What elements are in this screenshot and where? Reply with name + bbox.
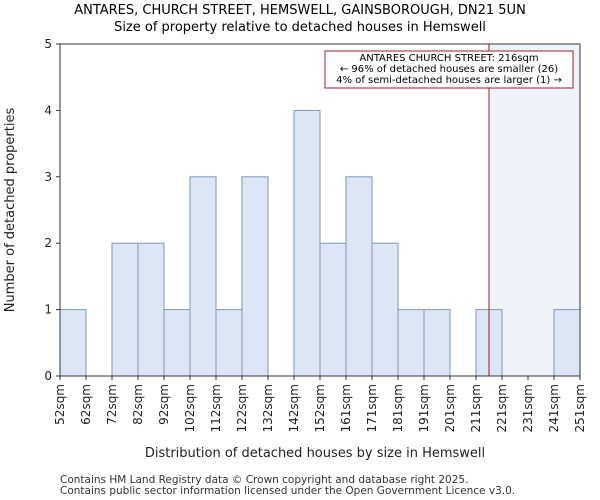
y-axis-label: Number of detached properties bbox=[3, 108, 18, 313]
annotation-line-title: ANTARES CHURCH STREET: 216sqm bbox=[359, 53, 538, 64]
histogram-bar bbox=[423, 309, 451, 377]
x-tick-label: 122sqm bbox=[235, 384, 249, 432]
histogram-bar bbox=[345, 176, 373, 377]
x-tick-label: 132sqm bbox=[261, 384, 275, 432]
histogram-bar bbox=[397, 309, 425, 377]
histogram-bar bbox=[293, 109, 321, 377]
footer-line-1: Contains HM Land Registry data © Crown c… bbox=[60, 474, 468, 486]
chart-subtitle: Size of property relative to detached ho… bbox=[114, 20, 486, 35]
histogram-bar bbox=[319, 242, 347, 377]
x-tick-label: 92sqm bbox=[157, 384, 171, 425]
histogram-bar bbox=[215, 309, 243, 377]
y-tick-label: 3 bbox=[44, 170, 52, 184]
annotation-line-larger: 4% of semi-detached houses are larger (1… bbox=[336, 75, 562, 86]
annotation-line-smaller: ← 96% of detached houses are smaller (26… bbox=[340, 64, 558, 75]
x-tick-label: 82sqm bbox=[131, 384, 145, 425]
x-tick-label: 191sqm bbox=[417, 384, 431, 432]
chart-title: ANTARES, CHURCH STREET, HEMSWELL, GAINSB… bbox=[74, 3, 526, 18]
x-tick-label: 161sqm bbox=[339, 384, 353, 432]
y-tick-label: 4 bbox=[44, 103, 52, 117]
histogram-bar bbox=[137, 242, 165, 377]
histogram-bar bbox=[241, 176, 269, 377]
x-tick-label: 52sqm bbox=[53, 384, 67, 425]
histogram-bar bbox=[111, 242, 139, 377]
x-tick-label: 241sqm bbox=[547, 384, 561, 432]
annotation-box: ANTARES CHURCH STREET: 216sqm ← 96% of d… bbox=[324, 50, 574, 89]
x-tick-label: 142sqm bbox=[287, 384, 301, 432]
x-axis-label: Distribution of detached houses by size … bbox=[145, 446, 485, 461]
y-tick-label: 1 bbox=[44, 303, 52, 317]
x-tick-label: 201sqm bbox=[443, 384, 457, 432]
x-tick-label: 251sqm bbox=[573, 384, 587, 432]
x-tick-label: 211sqm bbox=[469, 384, 483, 432]
footer-line-2: Contains public sector information licen… bbox=[60, 485, 515, 497]
x-tick-label: 152sqm bbox=[313, 384, 327, 432]
x-tick-label: 72sqm bbox=[105, 384, 119, 425]
histogram-bar bbox=[163, 309, 191, 377]
annotation-box-border bbox=[324, 50, 574, 89]
x-tick-label: 231sqm bbox=[521, 384, 535, 432]
x-tick-label: 62sqm bbox=[79, 384, 93, 425]
y-tick-label: 0 bbox=[44, 369, 52, 383]
x-tick-label: 102sqm bbox=[183, 384, 197, 432]
x-tick-label: 112sqm bbox=[209, 384, 223, 432]
histogram-bar bbox=[59, 309, 87, 377]
y-tick-label: 5 bbox=[44, 37, 52, 51]
x-tick-label: 171sqm bbox=[365, 384, 379, 432]
y-tick-label: 2 bbox=[44, 236, 52, 250]
x-tick-label: 181sqm bbox=[391, 384, 405, 432]
histogram-bar bbox=[553, 309, 581, 377]
histogram-bar bbox=[371, 242, 399, 377]
x-tick-label: 221sqm bbox=[495, 384, 509, 432]
histogram-bar bbox=[189, 176, 217, 377]
